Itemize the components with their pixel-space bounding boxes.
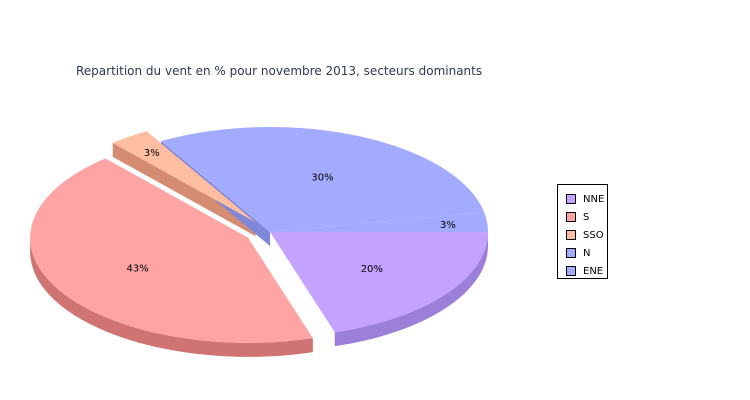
legend-swatch-sso bbox=[566, 230, 576, 240]
pie-label-nne: 20% bbox=[361, 264, 383, 275]
pie-label-sso: 3% bbox=[144, 148, 160, 159]
pie-slice-s bbox=[30, 158, 313, 343]
legend-swatch-nne bbox=[566, 194, 576, 204]
legend-label-sso: SSO bbox=[583, 229, 604, 241]
legend-item-n: N bbox=[558, 244, 607, 262]
legend-label-s: S bbox=[583, 211, 590, 223]
legend-swatch-s bbox=[566, 212, 576, 222]
legend-label-ene: ENE bbox=[583, 265, 604, 277]
legend-item-ene: ENE bbox=[558, 262, 607, 280]
pie-label-n: 30% bbox=[311, 173, 333, 184]
pie-slice-side-s bbox=[30, 237, 313, 357]
legend-swatch-n bbox=[566, 248, 576, 258]
legend-label-nne: NNE bbox=[583, 193, 605, 205]
pie-slice-nne bbox=[270, 232, 488, 333]
pie-slice-side-nne bbox=[334, 232, 488, 347]
legend-item-nne: NNE bbox=[558, 190, 607, 208]
pie-slice-wall-sso-0 bbox=[112, 142, 256, 237]
legend-item-sso: SSO bbox=[558, 226, 607, 244]
pie-slice-sso bbox=[112, 131, 256, 223]
pie-label-s: 43% bbox=[127, 263, 149, 274]
pie-slice-ene bbox=[270, 212, 488, 232]
chart-title: Repartition du vent en % pour novembre 2… bbox=[76, 64, 483, 78]
pie-slice-n bbox=[161, 127, 485, 232]
legend-label-n: N bbox=[583, 247, 591, 259]
pie-label-ene: 3% bbox=[440, 220, 456, 231]
legend-item-s: S bbox=[558, 208, 607, 226]
legend-swatch-ene bbox=[566, 266, 576, 276]
chart-legend: NNE S SSO N ENE bbox=[557, 184, 608, 279]
